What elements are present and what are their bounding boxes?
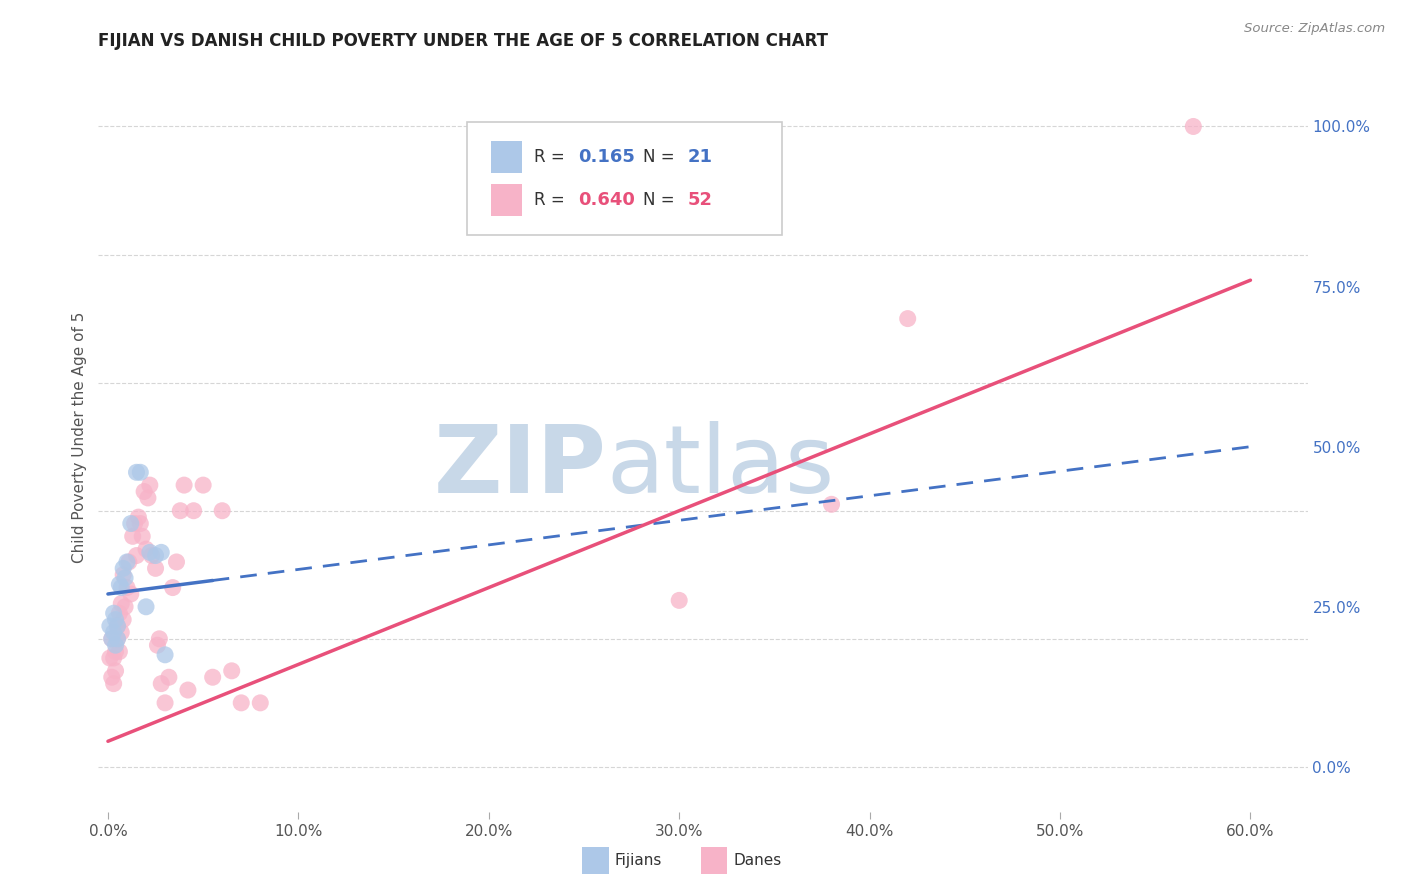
Point bbox=[100, 632, 122, 646]
Point bbox=[145, 561, 167, 575]
Point bbox=[121, 529, 143, 543]
Point bbox=[103, 651, 125, 665]
Point bbox=[221, 664, 243, 678]
Point bbox=[135, 542, 157, 557]
Bar bbox=[582, 847, 609, 874]
Point bbox=[169, 504, 191, 518]
Point bbox=[177, 683, 200, 698]
Point bbox=[129, 516, 152, 531]
Point bbox=[103, 625, 125, 640]
Point bbox=[139, 478, 162, 492]
Point bbox=[103, 676, 125, 690]
Point bbox=[135, 599, 157, 614]
Text: N =: N = bbox=[643, 148, 679, 166]
Point bbox=[162, 581, 184, 595]
Point bbox=[107, 632, 129, 646]
Point bbox=[157, 670, 180, 684]
Text: 52: 52 bbox=[688, 191, 713, 209]
Text: 0.640: 0.640 bbox=[578, 191, 636, 209]
Text: Fijians: Fijians bbox=[614, 853, 662, 868]
Bar bbox=[492, 142, 522, 173]
Point bbox=[139, 545, 162, 559]
Point bbox=[112, 567, 135, 582]
Point bbox=[110, 581, 132, 595]
Point bbox=[668, 593, 690, 607]
Point bbox=[148, 632, 170, 646]
Point bbox=[141, 549, 163, 563]
Point bbox=[110, 597, 132, 611]
Point bbox=[146, 638, 169, 652]
Text: ZIP: ZIP bbox=[433, 421, 606, 513]
Point bbox=[98, 651, 121, 665]
Point bbox=[166, 555, 188, 569]
Point bbox=[107, 632, 129, 646]
Point bbox=[150, 545, 173, 559]
Text: Source: ZipAtlas.com: Source: ZipAtlas.com bbox=[1244, 22, 1385, 36]
Point bbox=[114, 599, 136, 614]
Point bbox=[100, 670, 122, 684]
Point bbox=[134, 484, 156, 499]
Point bbox=[104, 638, 127, 652]
Point bbox=[100, 632, 122, 646]
Point bbox=[145, 549, 167, 563]
Point bbox=[108, 645, 131, 659]
Point bbox=[114, 571, 136, 585]
Text: R =: R = bbox=[534, 191, 569, 209]
Point bbox=[120, 587, 142, 601]
Point bbox=[112, 561, 135, 575]
Point bbox=[153, 648, 176, 662]
Point bbox=[107, 619, 129, 633]
Point bbox=[118, 555, 141, 569]
Point bbox=[131, 529, 153, 543]
Point bbox=[120, 516, 142, 531]
Point bbox=[191, 478, 214, 492]
Bar bbox=[492, 185, 522, 216]
Point bbox=[1182, 120, 1205, 134]
Point bbox=[211, 504, 233, 518]
Text: 21: 21 bbox=[688, 148, 713, 166]
Point bbox=[136, 491, 159, 505]
Point bbox=[129, 465, 152, 479]
Point bbox=[98, 619, 121, 633]
Point bbox=[201, 670, 224, 684]
Point bbox=[115, 581, 138, 595]
Point bbox=[127, 510, 149, 524]
Point bbox=[173, 478, 195, 492]
Text: FIJIAN VS DANISH CHILD POVERTY UNDER THE AGE OF 5 CORRELATION CHART: FIJIAN VS DANISH CHILD POVERTY UNDER THE… bbox=[98, 32, 828, 50]
Point bbox=[108, 577, 131, 591]
Point bbox=[231, 696, 253, 710]
Point bbox=[110, 625, 132, 640]
Point bbox=[107, 619, 129, 633]
Text: atlas: atlas bbox=[606, 421, 835, 513]
Point bbox=[153, 696, 176, 710]
Bar bbox=[700, 847, 727, 874]
Point bbox=[115, 555, 138, 569]
Point bbox=[112, 613, 135, 627]
Text: R =: R = bbox=[534, 148, 569, 166]
Point bbox=[249, 696, 271, 710]
Text: N =: N = bbox=[643, 191, 679, 209]
Y-axis label: Child Poverty Under the Age of 5: Child Poverty Under the Age of 5 bbox=[72, 311, 87, 563]
Point bbox=[897, 311, 920, 326]
Point bbox=[820, 497, 842, 511]
Point bbox=[150, 676, 173, 690]
FancyBboxPatch shape bbox=[467, 122, 782, 235]
Point bbox=[124, 516, 146, 531]
Point bbox=[104, 613, 127, 627]
Point bbox=[104, 664, 127, 678]
Point bbox=[183, 504, 205, 518]
Point bbox=[108, 606, 131, 620]
Point bbox=[103, 606, 125, 620]
Point bbox=[125, 549, 148, 563]
Point bbox=[104, 645, 127, 659]
Text: Danes: Danes bbox=[734, 853, 782, 868]
Point bbox=[125, 465, 148, 479]
Text: 0.165: 0.165 bbox=[578, 148, 636, 166]
